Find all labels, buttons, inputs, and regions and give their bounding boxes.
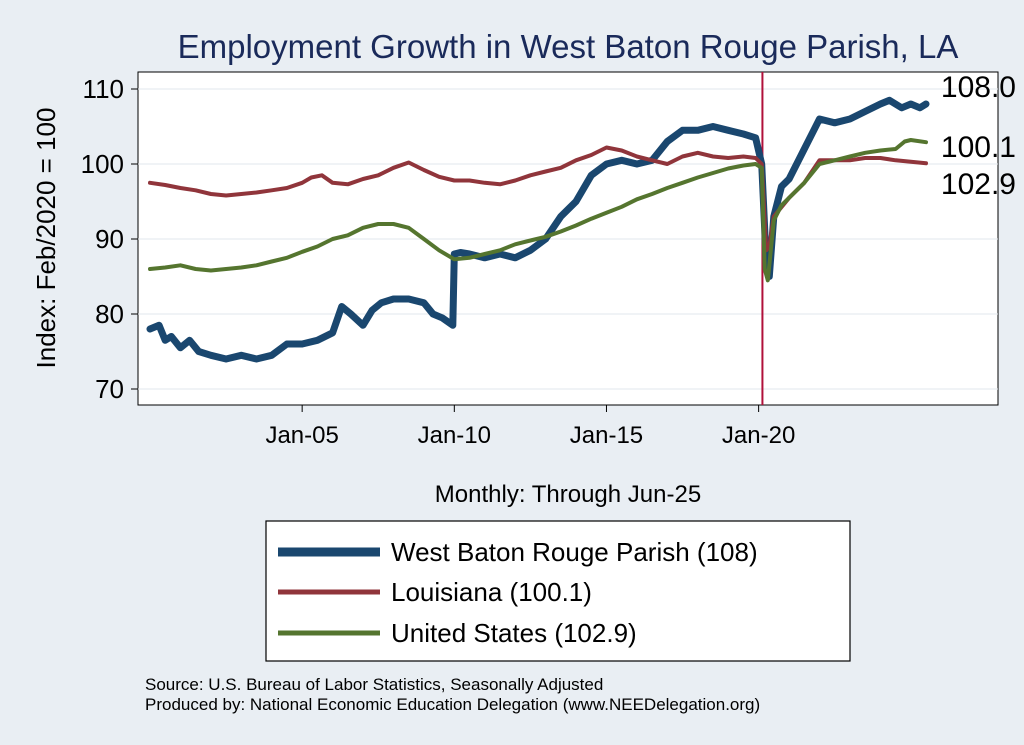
gridlines xyxy=(138,88,998,390)
x-tick-label: Jan-20 xyxy=(722,422,795,449)
x-tick-label: Jan-10 xyxy=(418,422,491,449)
end-labels: 108.0 100.1 102.9 xyxy=(941,71,1016,201)
series-line-west-baton-rouge-parish xyxy=(146,96,930,363)
x-tick-label: Jan-05 xyxy=(265,422,338,449)
y-tick-label: 110 xyxy=(83,74,124,104)
axes: 70 80 90 100 110 Jan-05 Jan-10 Jan-15 Jan-20 xyxy=(81,74,796,449)
chart-title: Employment Growth in West Baton Rouge Pa… xyxy=(178,28,959,65)
y-tick-label: 70 xyxy=(95,374,124,404)
x-tick-label: Jan-15 xyxy=(570,422,643,449)
y-tick-label: 90 xyxy=(95,224,124,254)
y-tick-label: 80 xyxy=(95,299,124,329)
producer-note: Produced by: National Economic Education… xyxy=(145,695,760,714)
legend-label: Louisiana (100.1) xyxy=(391,577,592,607)
end-label: 108.0 xyxy=(941,71,1016,104)
series-line-united-states xyxy=(148,138,928,283)
legend: West Baton Rouge Parish (108) Louisiana (… xyxy=(265,520,851,662)
source-note: Source: U.S. Bureau of Labor Statistics,… xyxy=(145,675,603,694)
end-label: 100.1 xyxy=(941,131,1016,164)
series-lines xyxy=(146,96,930,363)
legend-label: United States (102.9) xyxy=(391,618,637,648)
x-axis-label: Monthly: Through Jun-25 xyxy=(435,481,701,508)
legend-label: West Baton Rouge Parish (108) xyxy=(391,537,758,567)
end-label: 102.9 xyxy=(941,168,1016,201)
y-axis-label: Index: Feb/2020 = 100 xyxy=(31,108,61,369)
y-tick-label: 100 xyxy=(81,149,124,179)
